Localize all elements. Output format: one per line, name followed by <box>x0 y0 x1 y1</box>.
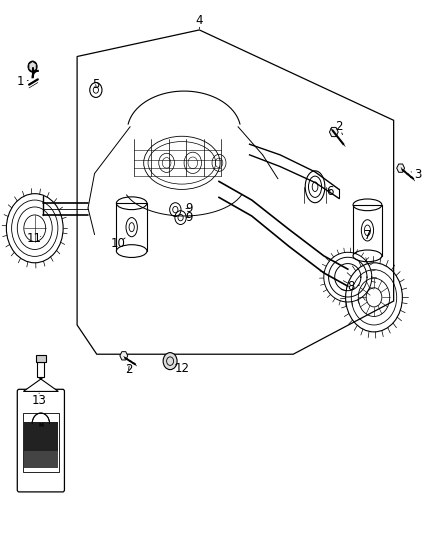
FancyBboxPatch shape <box>17 389 64 492</box>
Text: 6: 6 <box>327 184 334 198</box>
Text: 11: 11 <box>26 232 41 245</box>
Bar <box>22 413 59 472</box>
Bar <box>37 362 44 376</box>
Bar <box>24 451 58 460</box>
Bar <box>24 459 58 468</box>
Text: 9: 9 <box>186 201 193 214</box>
Bar <box>24 422 58 437</box>
Bar <box>35 356 46 362</box>
Bar <box>24 429 58 444</box>
Text: 2: 2 <box>125 363 132 376</box>
Text: 1: 1 <box>17 75 24 88</box>
Text: 8: 8 <box>347 280 354 293</box>
Polygon shape <box>23 376 58 391</box>
Text: 4: 4 <box>196 14 203 27</box>
Text: 13: 13 <box>32 394 46 407</box>
Text: 12: 12 <box>175 362 190 375</box>
Text: 7: 7 <box>364 229 371 242</box>
Bar <box>24 437 58 451</box>
Text: 5: 5 <box>92 78 99 91</box>
Text: 2: 2 <box>335 120 343 133</box>
Circle shape <box>28 61 37 72</box>
Text: 10: 10 <box>110 237 125 250</box>
Text: 9: 9 <box>186 211 193 224</box>
Text: 3: 3 <box>414 168 422 181</box>
Bar <box>353 205 382 256</box>
Ellipse shape <box>117 245 147 257</box>
Circle shape <box>163 353 177 369</box>
Text: M: M <box>39 423 43 429</box>
Ellipse shape <box>353 250 382 262</box>
Bar <box>117 203 147 251</box>
